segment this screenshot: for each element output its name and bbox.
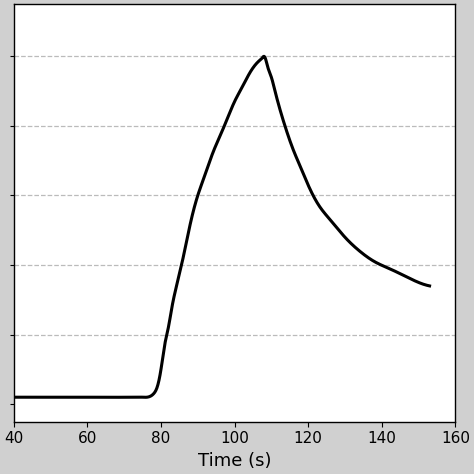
X-axis label: Time (s): Time (s) bbox=[198, 452, 271, 470]
